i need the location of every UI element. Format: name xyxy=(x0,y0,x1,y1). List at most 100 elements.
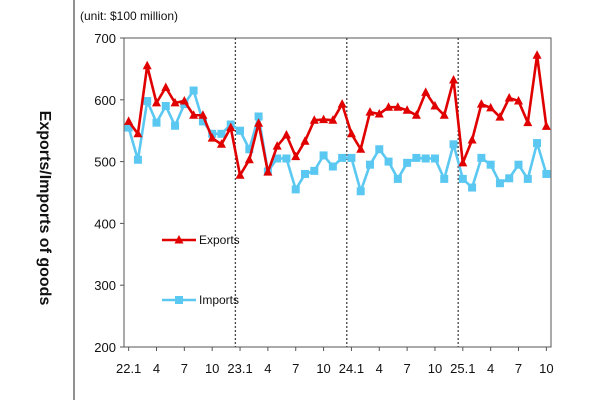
exports-point xyxy=(254,118,264,127)
exports-point xyxy=(142,60,152,70)
imports-point xyxy=(152,118,161,127)
exports-point xyxy=(532,50,542,59)
exports-point xyxy=(430,100,440,110)
exports-point xyxy=(161,82,171,91)
plot-area: 200 300 400 500 600 700 22.1 4 7 10 23.1 4 7 10 24.1 4 7… xyxy=(94,31,553,376)
x-tick-label: 4 xyxy=(264,361,271,376)
imports-line xyxy=(127,89,548,193)
imports-point xyxy=(171,121,180,130)
exports-point xyxy=(504,92,514,102)
x-tick-label: 4 xyxy=(376,361,383,376)
imports-point xyxy=(310,166,319,175)
exports-point xyxy=(281,130,291,139)
imports-point xyxy=(347,153,356,162)
legend-imports-label: Imports xyxy=(199,293,239,307)
imports-point xyxy=(217,129,226,138)
exports-point xyxy=(291,151,301,161)
imports-point xyxy=(245,145,254,154)
exports-point xyxy=(449,75,459,84)
imports-point xyxy=(430,154,439,163)
imports-point xyxy=(533,139,542,148)
imports-point xyxy=(505,174,514,183)
x-tick-label: 7 xyxy=(404,361,411,376)
y-axis-title: Exports/Imports of goods xyxy=(36,111,53,306)
imports-point xyxy=(384,157,393,166)
legend-exports-marker xyxy=(174,235,184,244)
exports-point xyxy=(523,117,533,127)
imports-point xyxy=(319,151,328,160)
x-tick-label: 7 xyxy=(292,361,299,376)
exports-point xyxy=(133,128,143,138)
legend-imports-marker xyxy=(175,296,183,304)
exports-point xyxy=(476,99,486,108)
exports-point xyxy=(411,110,421,119)
imports-series xyxy=(124,86,551,196)
imports-point xyxy=(495,179,504,188)
exports-series xyxy=(124,50,551,179)
exports-point xyxy=(495,112,505,121)
exports-point xyxy=(467,134,477,144)
y-tick-label: 200 xyxy=(94,340,116,355)
legend-exports-label: Exports xyxy=(199,233,240,247)
imports-point xyxy=(477,153,486,162)
x-tick-label: 7 xyxy=(181,361,188,376)
x-tick-label: 10 xyxy=(539,361,553,376)
exports-point xyxy=(365,107,375,116)
exports-point xyxy=(124,116,134,125)
x-tick-label: 10 xyxy=(205,361,219,376)
imports-point xyxy=(189,86,198,95)
imports-point xyxy=(356,187,365,196)
x-tick-label: 7 xyxy=(515,361,522,376)
exports-point xyxy=(328,115,338,124)
imports-point xyxy=(403,158,412,167)
exports-point xyxy=(170,97,180,107)
x-tick-label: 4 xyxy=(153,361,160,376)
exports-point xyxy=(514,96,524,105)
imports-point xyxy=(412,153,421,162)
exports-point xyxy=(263,167,273,176)
imports-point xyxy=(440,174,449,183)
x-tick-label: 24.1 xyxy=(339,361,364,376)
exports-point xyxy=(374,109,384,118)
imports-point xyxy=(161,101,170,110)
exports-line xyxy=(127,54,548,177)
imports-point xyxy=(338,153,347,162)
x-tick-label: 23.1 xyxy=(227,361,252,376)
exports-point xyxy=(189,110,199,119)
imports-point xyxy=(486,160,495,169)
exports-point xyxy=(300,136,310,145)
imports-point xyxy=(254,112,263,121)
exports-point xyxy=(226,122,236,132)
imports-point xyxy=(542,169,551,178)
y-tick-label: 600 xyxy=(94,93,116,108)
exports-point xyxy=(384,102,394,111)
x-tick-label: 4 xyxy=(487,361,494,376)
imports-point xyxy=(421,154,430,163)
imports-point xyxy=(458,174,467,183)
exports-point xyxy=(179,96,189,105)
exports-point xyxy=(541,121,551,130)
imports-point xyxy=(449,140,458,149)
imports-point xyxy=(198,117,207,126)
exports-point xyxy=(346,128,356,138)
x-tick-label: 25.1 xyxy=(450,361,475,376)
exports-point xyxy=(216,139,226,148)
x-tick-label: 22.1 xyxy=(116,361,141,376)
imports-point xyxy=(393,174,402,183)
imports-point xyxy=(468,183,477,192)
y-tick-label: 300 xyxy=(94,278,116,293)
y-tick-label: 500 xyxy=(94,155,116,170)
exports-point xyxy=(151,97,161,107)
imports-point xyxy=(124,123,133,132)
unit-note: (unit: $100 million) xyxy=(80,9,178,23)
exports-point xyxy=(207,133,217,142)
imports-point xyxy=(375,145,384,154)
plot-frame xyxy=(123,37,552,348)
exports-point xyxy=(235,170,245,179)
exports-point xyxy=(272,141,282,150)
exports-point xyxy=(356,144,366,153)
exports-point xyxy=(458,157,468,167)
imports-point xyxy=(301,169,310,178)
exports-point xyxy=(337,99,347,108)
